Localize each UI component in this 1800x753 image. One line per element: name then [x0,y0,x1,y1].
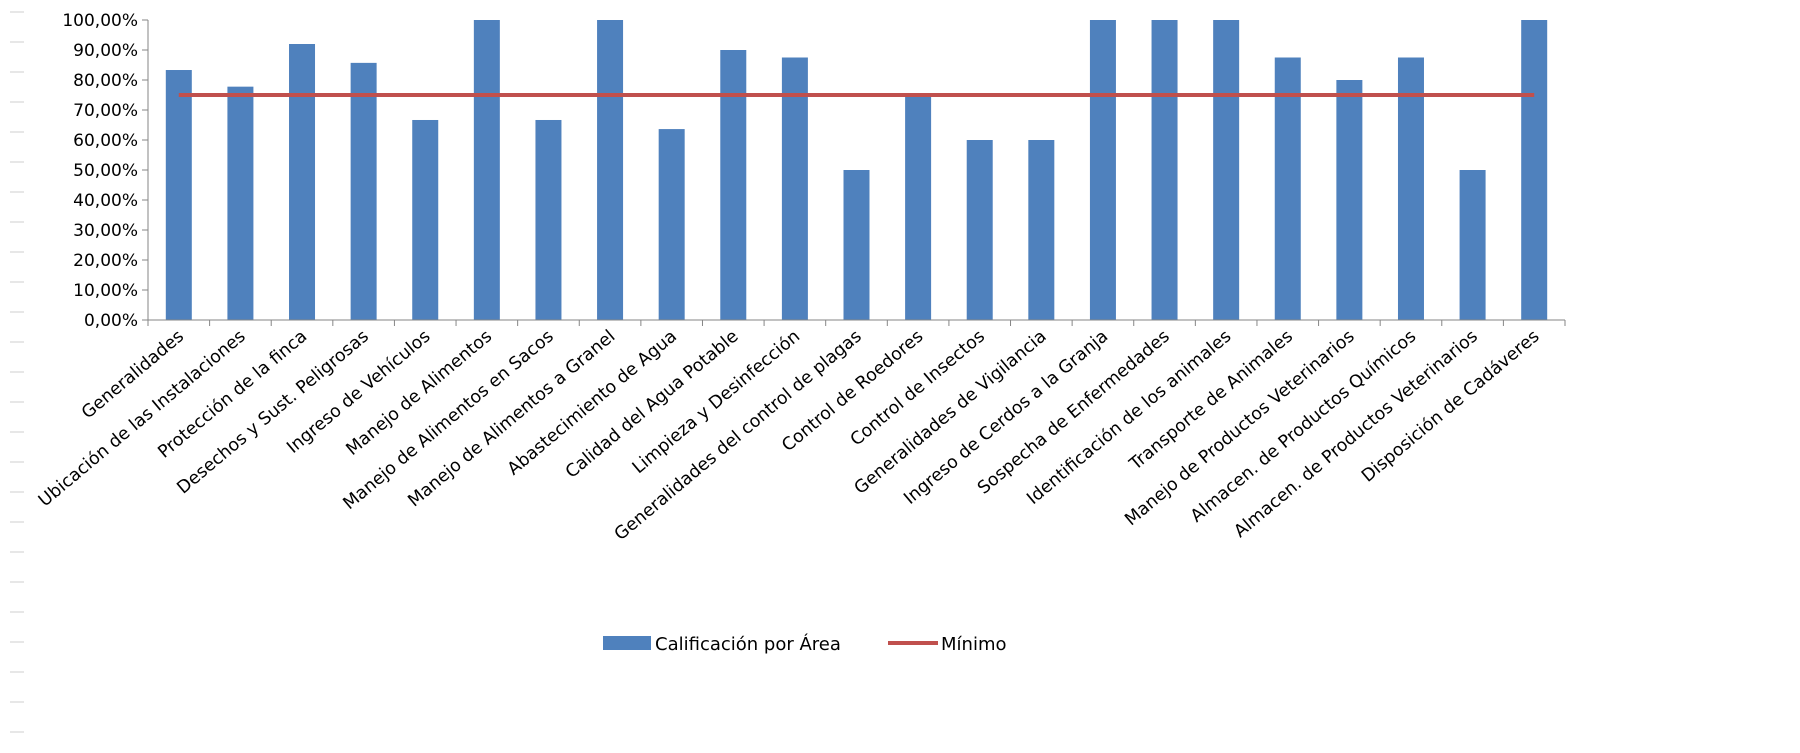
bar [165,70,192,320]
bar [535,119,562,321]
y-tick-label: 20,00% [73,251,138,271]
bar [227,86,254,320]
y-tick-label: 70,00% [73,101,138,121]
bars-group [165,20,1548,321]
y-tick-label: 50,00% [73,161,138,181]
bar [658,129,685,320]
legend: Calificación por Área Mínimo [603,633,1007,655]
bar [1213,20,1240,320]
y-tick-label: 100,00% [62,11,138,31]
bar [412,119,439,321]
bar [1336,80,1363,320]
y-tick-label: 10,00% [73,281,138,301]
x-category-label: Generalidades [78,327,188,424]
y-tick-label: 90,00% [73,41,138,61]
x-category-label: Manejo de Productos Veterinarios [1121,327,1358,531]
bar [1089,20,1116,320]
y-tick-label: 60,00% [73,131,138,151]
bar [1028,140,1055,320]
bar [597,20,624,320]
legend-label: Mínimo [941,634,1007,655]
bar [350,62,377,321]
bar [473,20,500,320]
bar [720,50,747,320]
bar [1521,20,1548,320]
bar [1397,57,1424,320]
legend-label: Calificación por Área [655,633,841,655]
bar [781,57,808,320]
legend-bar-swatch [603,636,651,650]
bar [1151,20,1178,320]
bar [289,44,316,320]
bar [843,170,870,320]
bar [905,95,932,320]
y-tick-label: 80,00% [73,71,138,91]
x-category-label: Almacen. de Productos Químicos [1187,327,1420,527]
y-tick-label: 40,00% [73,191,138,211]
bar [1459,170,1486,320]
left-edge-dashes [10,11,24,733]
y-tick-label: 0,00% [84,311,138,331]
bar [966,140,993,320]
y-axis-ticks: 0,00% 10,00% 20,00% 30,00% 40,00% 50,00% 60,00… [62,11,148,331]
bar [1274,57,1301,320]
y-tick-label: 30,00% [73,221,138,241]
